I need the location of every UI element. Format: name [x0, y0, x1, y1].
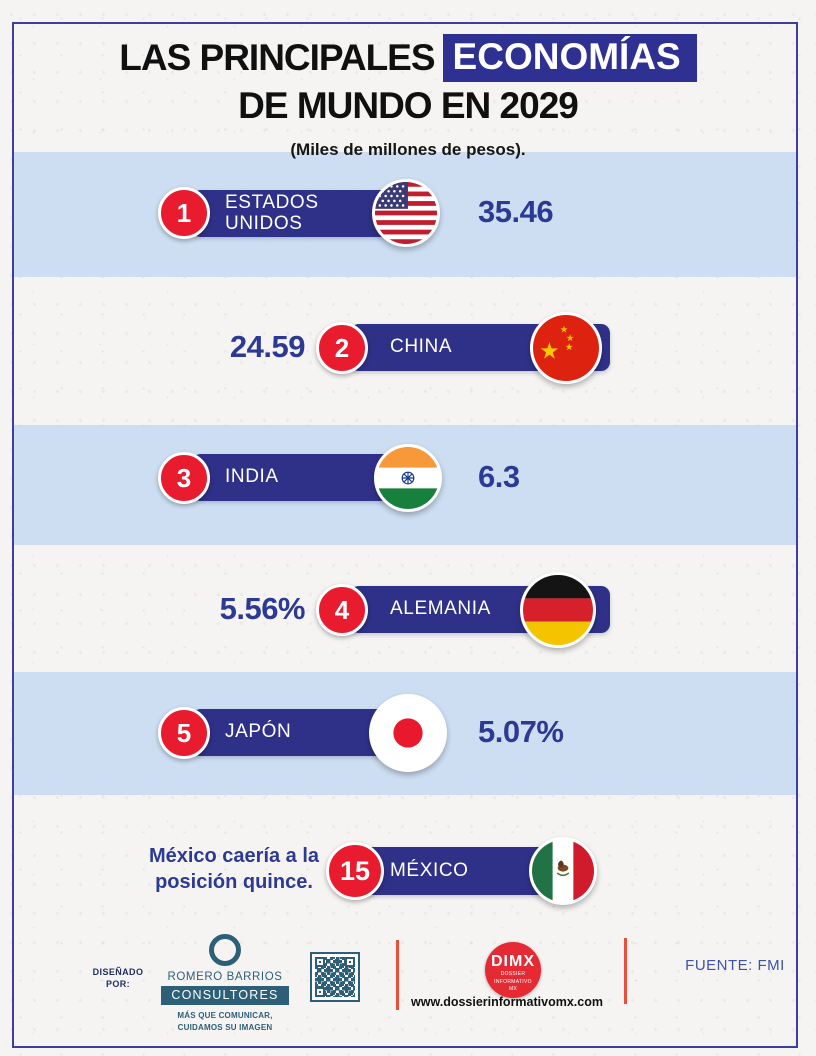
rank-badge-3: 3: [158, 452, 210, 504]
mexico-note: México caería a la posición quince.: [148, 845, 320, 893]
value-japon: 5.07%: [478, 714, 564, 749]
romero-barrios-logo: ROMERO BARRIOS CONSULTORES MÁS QUE COMUN…: [161, 934, 289, 1033]
romero-barrios-ring-icon: [209, 934, 241, 966]
value-china: 24.59: [229, 329, 306, 364]
rank-badge-1: 1: [158, 187, 210, 239]
qr-finder-icon: [315, 987, 325, 997]
rank-badge-5: 5: [158, 707, 210, 759]
value-alemania: 5.56%: [219, 591, 306, 626]
country-label: JAPÓN: [225, 721, 292, 743]
qr-finder-icon: [345, 957, 355, 967]
svg-text:★: ★: [539, 338, 559, 364]
consultores-box: CONSULTORES: [161, 986, 289, 1005]
page-title-line1: LAS PRINCIPALES: [119, 37, 435, 78]
title-block: LAS PRINCIPALES ECONOMÍAS DE MUNDO EN 20…: [0, 34, 816, 160]
country-label: INDIA: [225, 466, 279, 488]
alemania-flag-icon: [520, 572, 596, 648]
designed-by-label: DISEÑADO POR:: [92, 967, 144, 990]
qr-finder-icon: [315, 957, 325, 967]
india-flag-icon: [374, 444, 442, 512]
page-title-highlight: ECONOMÍAS: [442, 34, 697, 82]
page-title-line2: DE MUNDO EN 2029: [238, 85, 579, 126]
dimx-logo: DIMX DOSSIER INFORMATIVO MX: [485, 942, 541, 998]
estados-unidos-flag-icon: [372, 179, 440, 247]
svg-text:★: ★: [566, 333, 574, 344]
country-label: ESTADOS UNIDOS: [225, 191, 319, 234]
rank-badge-2: 2: [316, 322, 368, 374]
rank-badge-15: 15: [326, 842, 384, 900]
value-estados-unidos: 35.46: [478, 194, 554, 229]
mexico-flag-icon: [529, 837, 597, 905]
page-border-frame: [12, 22, 798, 1048]
qr-code: [310, 952, 360, 1002]
svg-text:★: ★: [565, 342, 573, 353]
website-url: www.dossierinformativomx.com: [411, 995, 603, 1009]
country-label: CHINA: [390, 336, 453, 358]
japon-flag-icon: [369, 694, 447, 772]
rank-badge-4: 4: [316, 584, 368, 636]
romero-barrios-name: ROMERO BARRIOS: [167, 971, 283, 983]
country-label: ALEMANIA: [390, 598, 491, 620]
consultores-tagline: MÁS QUE COMUNICAR, CUIDAMOS SU IMAGEN: [177, 1011, 273, 1032]
china-flag-icon: ★ ★ ★ ★: [530, 312, 602, 384]
source-label: FUENTE: FMI: [685, 957, 785, 974]
country-label: MÉXICO: [390, 859, 469, 881]
footer-divider-left: [396, 940, 399, 1010]
footer-divider-right: [624, 938, 627, 1004]
page-subtitle: (Miles de millones de pesos).: [290, 140, 526, 159]
svg-text:★: ★: [560, 325, 568, 336]
value-india: 6.3: [478, 459, 520, 494]
